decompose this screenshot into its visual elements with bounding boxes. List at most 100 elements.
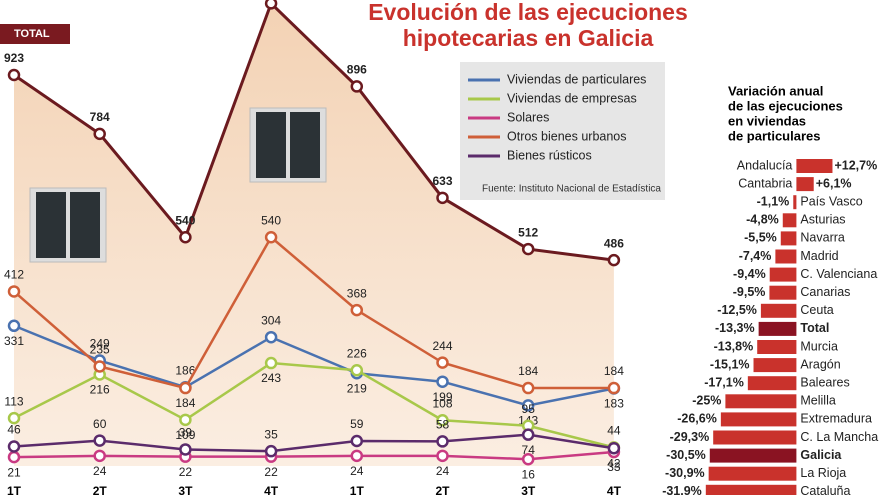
data-label: 368 — [347, 286, 367, 300]
bar-title: Variación anual — [728, 83, 823, 98]
bar-category: Ceuta — [800, 303, 833, 317]
point — [436, 449, 449, 463]
bar-value: -17,1% — [704, 375, 744, 389]
data-label: 184 — [175, 396, 195, 410]
total-badge: TOTAL — [14, 28, 50, 40]
series-line — [13, 0, 615, 262]
bar-title: de las ejecuciones — [728, 98, 843, 113]
point — [7, 450, 21, 464]
data-label: 35 — [264, 427, 278, 441]
point — [264, 0, 278, 10]
data-label: 633 — [432, 174, 452, 188]
data-label: 33 — [607, 460, 621, 474]
legend-label: Viviendas de particulares — [507, 72, 646, 86]
data-label: 184 — [604, 364, 624, 378]
bar-category: Murcia — [800, 339, 838, 353]
title: hipotecarias en Galicia — [403, 25, 654, 51]
data-label: 540 — [261, 213, 281, 227]
x-tick-label: 3T — [178, 484, 193, 495]
point — [521, 399, 535, 412]
bar-category: Asturias — [800, 213, 845, 227]
x-tick-label: 4T — [607, 484, 622, 495]
legend-box — [460, 62, 665, 200]
bar — [760, 303, 797, 318]
point — [350, 449, 364, 463]
data-label: 923 — [4, 51, 24, 65]
bar-value: -13,3% — [715, 321, 755, 335]
data-label: 186 — [175, 363, 195, 377]
data-label: 44 — [607, 424, 621, 438]
bar — [720, 412, 797, 427]
point — [436, 413, 449, 427]
x-tick-label: 3T — [521, 484, 536, 495]
data-label: 896 — [347, 63, 367, 77]
data-label: 512 — [518, 225, 538, 239]
point — [521, 452, 535, 466]
data-label: 540 — [175, 213, 195, 227]
legend-label: Solares — [507, 110, 549, 124]
data-label: 199 — [432, 390, 452, 404]
data-label: 226 — [347, 346, 367, 360]
bar-category: Cataluña — [800, 484, 850, 495]
data-label: 24 — [436, 464, 450, 478]
window-icon — [29, 107, 327, 263]
data-label: 58 — [436, 418, 450, 432]
bar-value: -31,9% — [662, 484, 702, 495]
title: Evolución de las ejecuciones — [368, 0, 688, 25]
bar-value: -1,1% — [757, 194, 790, 208]
bar-value: -13,8% — [714, 339, 754, 353]
point — [7, 285, 21, 298]
point — [179, 413, 192, 427]
bar — [705, 484, 797, 495]
bar — [796, 177, 814, 192]
total-badge-bg — [0, 24, 70, 44]
bar-category: Baleares — [800, 375, 849, 389]
data-label: 42 — [607, 456, 621, 470]
data-label: 184 — [518, 364, 538, 378]
x-tick-label: 1T — [350, 484, 365, 495]
bar-category: Melilla — [800, 394, 835, 408]
point — [350, 364, 364, 377]
point — [93, 449, 106, 463]
point — [7, 411, 21, 425]
point — [7, 68, 21, 82]
bar — [747, 376, 797, 391]
bar — [769, 285, 797, 300]
total-area — [14, 3, 614, 466]
point — [521, 381, 535, 395]
data-label: 216 — [90, 383, 110, 397]
bar-category: Canarias — [800, 285, 850, 299]
point — [607, 381, 621, 395]
data-label: 219 — [347, 381, 367, 395]
point — [436, 356, 449, 369]
data-label: 108 — [432, 396, 452, 410]
data-label: 109 — [175, 428, 195, 442]
point — [93, 127, 106, 141]
bar-category: C. La Mancha — [800, 430, 878, 444]
point — [179, 443, 192, 456]
data-label: 22 — [264, 465, 278, 479]
data-label: 243 — [261, 371, 281, 385]
bar — [709, 448, 797, 463]
point — [264, 444, 278, 458]
bar-value: -30,9% — [665, 466, 705, 480]
bar-category: Navarra — [800, 231, 845, 245]
bar-category: País Vasco — [800, 194, 862, 208]
x-tick-label: 1T — [7, 484, 22, 495]
bar-value: -5,5% — [744, 231, 777, 245]
bar — [725, 394, 797, 409]
bar-category: Aragón — [800, 357, 840, 371]
bar — [713, 430, 797, 445]
bar-value: -9,5% — [733, 285, 766, 299]
series-line — [13, 324, 615, 407]
data-label: 22 — [179, 465, 193, 479]
data-label: 24 — [93, 464, 107, 478]
bar-value: -15,1% — [710, 357, 750, 371]
data-label: 16 — [522, 467, 536, 481]
point — [350, 80, 364, 93]
data-label: 46 — [7, 423, 21, 437]
data-label: 74 — [522, 443, 536, 457]
data-label: 249 — [90, 337, 110, 351]
data-label: 39 — [179, 426, 193, 440]
series-line — [13, 433, 615, 453]
